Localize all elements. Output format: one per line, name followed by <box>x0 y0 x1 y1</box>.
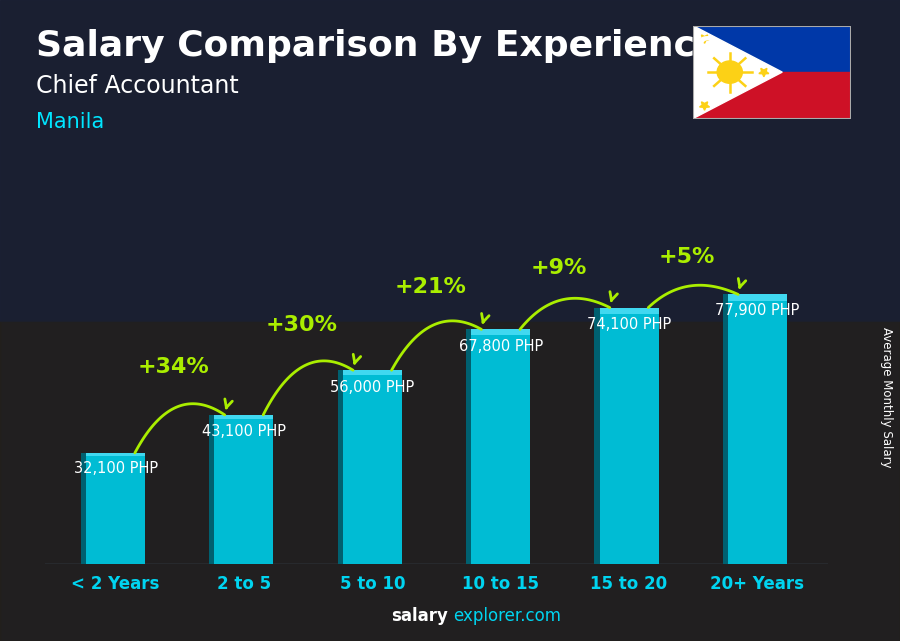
Bar <box>86 453 145 564</box>
Text: Manila: Manila <box>36 112 104 132</box>
Polygon shape <box>759 69 769 77</box>
Text: salary: salary <box>392 607 448 625</box>
Bar <box>728 294 787 564</box>
Bar <box>472 329 530 564</box>
Bar <box>210 415 214 564</box>
Bar <box>343 370 401 375</box>
Polygon shape <box>699 102 709 110</box>
Bar <box>599 308 659 564</box>
Polygon shape <box>693 26 782 119</box>
Circle shape <box>717 61 742 83</box>
Bar <box>723 294 728 564</box>
Polygon shape <box>699 35 709 44</box>
Bar <box>81 453 86 564</box>
Text: Salary Comparison By Experience: Salary Comparison By Experience <box>36 29 719 63</box>
Text: Average Monthly Salary: Average Monthly Salary <box>880 327 893 468</box>
Bar <box>466 329 472 564</box>
Text: +5%: +5% <box>659 247 715 267</box>
Text: +21%: +21% <box>394 277 466 297</box>
Text: 56,000 PHP: 56,000 PHP <box>330 380 414 395</box>
Bar <box>599 308 659 314</box>
Bar <box>343 370 401 564</box>
Text: 77,900 PHP: 77,900 PHP <box>716 303 799 318</box>
Bar <box>472 329 530 335</box>
Bar <box>214 415 274 419</box>
Text: explorer.com: explorer.com <box>453 607 561 625</box>
Text: +30%: +30% <box>266 315 338 335</box>
Text: Chief Accountant: Chief Accountant <box>36 74 238 97</box>
Bar <box>214 415 274 564</box>
Bar <box>728 294 787 301</box>
Text: 67,800 PHP: 67,800 PHP <box>459 339 543 354</box>
Text: 32,100 PHP: 32,100 PHP <box>74 461 158 476</box>
Bar <box>0 320 900 641</box>
Bar <box>0 0 900 320</box>
Text: +34%: +34% <box>138 357 209 377</box>
Bar <box>594 308 599 564</box>
Bar <box>338 370 343 564</box>
Bar <box>693 72 850 119</box>
Bar <box>86 453 145 456</box>
Bar <box>693 26 850 72</box>
Text: 74,100 PHP: 74,100 PHP <box>587 317 671 332</box>
Text: 43,100 PHP: 43,100 PHP <box>202 424 286 438</box>
Text: +9%: +9% <box>530 258 587 278</box>
